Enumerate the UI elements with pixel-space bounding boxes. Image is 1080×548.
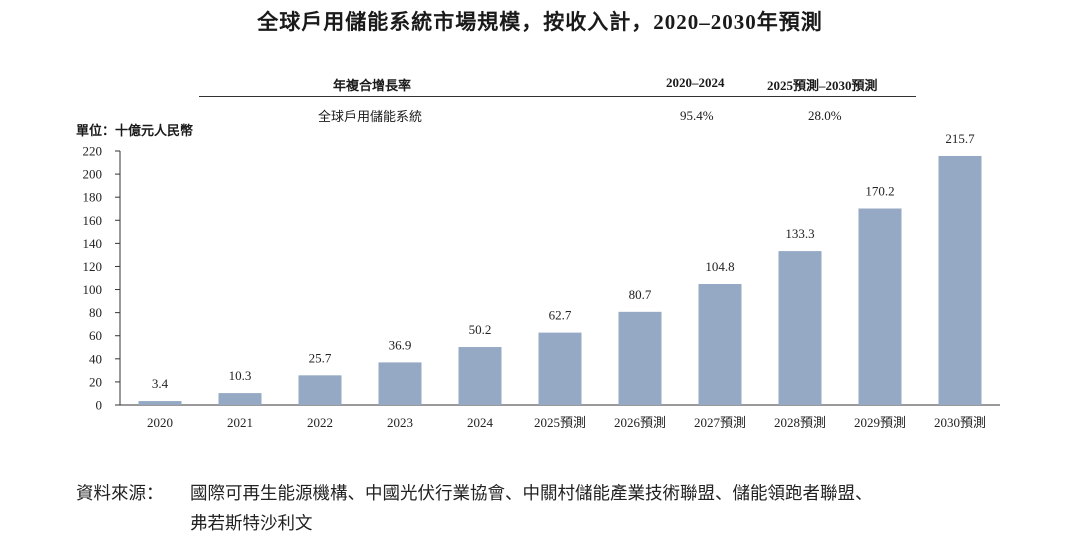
x-tick-label: 2027預測: [694, 415, 746, 430]
cagr-header-label: 年複合增長率: [333, 78, 412, 93]
cagr-row-label: 全球戶用儲能系統: [318, 109, 423, 124]
bar-value-label: 62.7: [549, 308, 572, 323]
bar-value-label: 50.2: [469, 322, 492, 337]
bar-2030預測: [938, 155, 982, 405]
bar-2027預測: [698, 284, 742, 405]
y-tick-label: 160: [83, 213, 103, 228]
x-tick-label: 2030預測: [934, 415, 986, 430]
y-tick-label: 200: [83, 167, 103, 182]
cagr-col1-header: 2020–2024: [666, 75, 725, 90]
bar-value-label: 25.7: [309, 350, 332, 365]
x-tick-label: 2020: [147, 415, 173, 430]
bar-2024: [458, 347, 502, 405]
source-line-2: 弗若斯特沙利文: [190, 513, 313, 533]
bar-2022: [298, 375, 342, 405]
bar-2029預測: [858, 208, 902, 405]
x-tick-label: 2029預測: [854, 415, 906, 430]
x-tick-label: 2028預測: [774, 415, 826, 430]
bar-value-label: 3.4: [152, 376, 169, 391]
cagr-divider-line: [199, 96, 916, 97]
bar-value-label: 10.3: [229, 368, 252, 383]
cagr-col1-value: 95.4%: [680, 108, 714, 123]
bar-value-label: 36.9: [389, 337, 412, 352]
y-tick-label: 20: [89, 374, 102, 389]
bar-chart: 0 20 40 60 80 100 120 140 160 180 200 220 3.4 2020 10…: [83, 131, 1000, 430]
source-note: 資料來源： 國際可再生能源機構、中國光伏行業協會、中關村儲能產業技術聯盟、儲能領跑…: [76, 478, 873, 538]
source-line-1: 國際可再生能源機構、中國光伏行業協會、中關村儲能產業技術聯盟、儲能領跑者聯盟、: [190, 483, 873, 503]
bar-2028預測: [778, 251, 822, 405]
y-tick-label: 80: [89, 305, 102, 320]
source-label: 資料來源：: [76, 483, 164, 503]
bar-value-label: 133.3: [785, 226, 814, 241]
bar-value-label: 104.8: [705, 259, 734, 274]
y-tick-label: 140: [83, 236, 103, 251]
bar-value-label: 170.2: [865, 183, 894, 198]
bar-value-label: 215.7: [945, 131, 975, 146]
bar-value-label: 80.7: [629, 287, 652, 302]
y-tick-label: 120: [83, 259, 103, 274]
y-tick-label: 40: [89, 351, 102, 366]
x-tick-label: 2023: [387, 415, 413, 430]
x-tick-label: 2025預測: [534, 415, 586, 430]
y-tick-label: 180: [83, 190, 103, 205]
x-tick-label: 2026預測: [614, 415, 666, 430]
bar-2025預測: [538, 332, 582, 405]
bar-layer: 3.4 2020 10.3 2021 25.7 2022 36.9 2023 50.2 2024 6…: [138, 131, 986, 430]
bar-2021: [218, 393, 262, 405]
y-tick-label: 220: [83, 144, 103, 159]
bar-2023: [378, 362, 422, 405]
y-tick-label: 60: [89, 328, 102, 343]
y-tick-label: 0: [96, 398, 103, 413]
chart-title: 全球戶用儲能系統市場規模，按收入計，2020–2030年預測: [257, 10, 823, 34]
cagr-col2-value: 28.0%: [808, 108, 842, 123]
unit-label: 單位：十億元人民幣: [76, 123, 194, 138]
y-tick-label: 100: [83, 282, 103, 297]
x-tick-label: 2022: [307, 415, 333, 430]
x-tick-label: 2021: [227, 415, 253, 430]
bar-2026預測: [618, 311, 662, 405]
x-tick-label: 2024: [467, 415, 494, 430]
bar-2020: [138, 401, 182, 405]
cagr-col2-header: 2025預測–2030預測: [767, 78, 878, 93]
